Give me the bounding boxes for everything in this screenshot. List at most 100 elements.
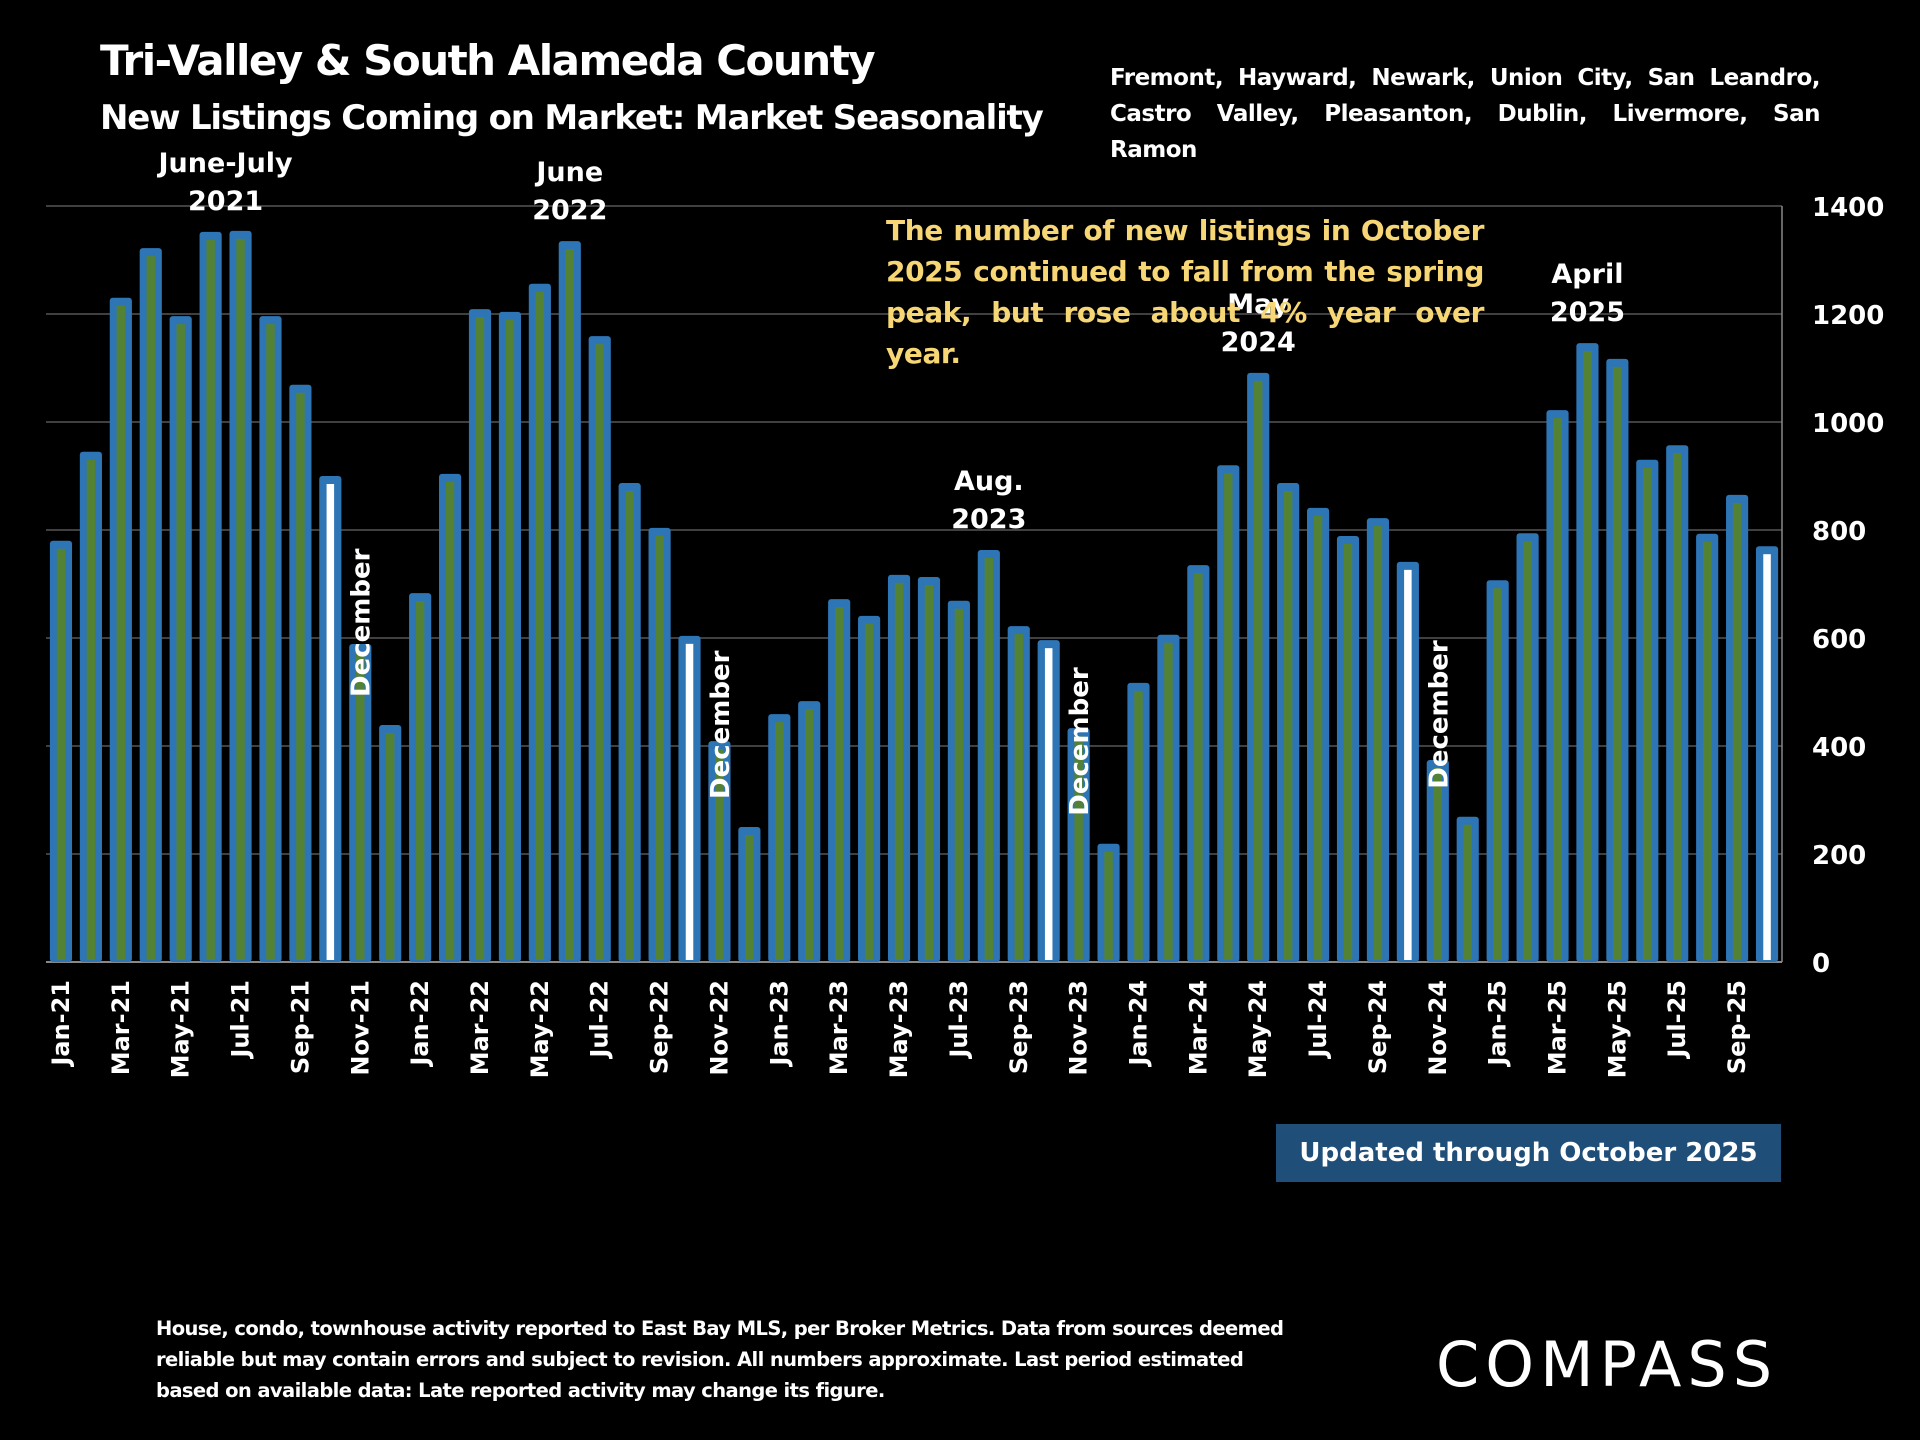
- bar-fill-Aug-21: [266, 324, 275, 960]
- bar-fill-Feb-25: [1523, 541, 1532, 960]
- bar-fill-Jul-23: [954, 608, 964, 960]
- bar-fill-May-25: [1613, 366, 1622, 960]
- x-tick-label: Jan-21: [47, 980, 75, 1068]
- bar-fill-Jan-21: [56, 548, 66, 960]
- bar-fill-Dec-24: [1463, 824, 1472, 960]
- peak-annotation: 2024: [1221, 327, 1296, 358]
- bar-fill-Nov-21: [356, 651, 365, 960]
- x-tick-label: Mar-21: [107, 980, 135, 1075]
- y-tick-label: 600: [1812, 625, 1866, 655]
- bar-fill-Jul-21: [236, 238, 245, 961]
- peak-annotation: 2021: [188, 186, 263, 217]
- y-tick-label: 1000: [1812, 409, 1884, 439]
- x-tick-label: Jul-25: [1663, 980, 1691, 1060]
- bar-fill-Jun-22: [565, 249, 575, 961]
- y-tick-label: 200: [1812, 841, 1866, 871]
- bar-fill-Sep-22: [655, 535, 664, 960]
- x-tick-label: Jul-23: [945, 980, 973, 1060]
- x-tick-label: Jul-24: [1304, 980, 1332, 1060]
- bar-fill-Mar-25: [1553, 418, 1562, 960]
- bar-fill-Feb-24: [1164, 642, 1173, 960]
- bar-fill-Apr-23: [864, 623, 874, 960]
- x-tick-label: Jul-22: [586, 980, 614, 1060]
- x-tick-label: May-25: [1603, 980, 1631, 1078]
- bar-fill-Dec-21: [385, 732, 395, 960]
- bar-fill-May-21: [176, 324, 185, 960]
- bar-fill-Feb-22: [445, 481, 455, 960]
- bar-fill-Oct-24: [1404, 569, 1412, 960]
- bar-fill-Jul-22: [595, 344, 604, 960]
- bar-fill-Dec-22: [745, 835, 754, 960]
- x-tick-label: Sep-23: [1005, 980, 1033, 1074]
- bar-fill-Apr-24: [1224, 473, 1233, 960]
- bar-fill-Aug-24: [1343, 543, 1353, 960]
- bar-fill-Jun-21: [206, 239, 215, 961]
- bar-fill-Jan-25: [1493, 588, 1502, 960]
- y-tick-label: 1200: [1812, 301, 1884, 331]
- bar-fill-Jan-22: [415, 601, 425, 960]
- bar-fill-Jun-25: [1643, 467, 1652, 960]
- bar-fill-Nov-23: [1074, 736, 1083, 960]
- callout-annotation: The number of new listings in October 20…: [886, 214, 1484, 370]
- bar-fill-Sep-25: [1732, 502, 1742, 960]
- bar-fill-Oct-21: [326, 484, 335, 960]
- bar-chart: 0 200 400 600 800 1000 1200 1400 Jan-21 Mar-21 May…: [46, 148, 1884, 1078]
- y-tick-label: 400: [1812, 733, 1866, 763]
- peak-annotation: May: [1227, 289, 1289, 320]
- x-tick-label: Mar-24: [1184, 980, 1212, 1075]
- bar-fill-Dec-23: [1104, 851, 1113, 960]
- cities-list: Fremont, Hayward, Newark, Union City, Sa…: [1110, 65, 1821, 163]
- x-tick-label: Jan-24: [1124, 980, 1152, 1068]
- bar-fill-May-23: [894, 582, 904, 960]
- x-tick-label: May-23: [885, 980, 913, 1078]
- x-tick-label: Jul-21: [227, 980, 255, 1060]
- x-tick-label: May-22: [526, 980, 554, 1078]
- x-tick-label: Jan-22: [406, 980, 434, 1068]
- bar-fill-Apr-21: [146, 256, 155, 960]
- peak-annotation: April: [1551, 259, 1623, 290]
- bar-fill-Sep-21: [296, 392, 305, 960]
- x-tick-label: May-24: [1244, 980, 1272, 1078]
- x-tick-label: Nov-21: [346, 980, 374, 1076]
- bar-fill-Jun-24: [1283, 491, 1293, 960]
- bar-fill-Oct-23: [1044, 648, 1053, 960]
- bar-fill-Jul-25: [1673, 453, 1682, 960]
- peak-annotation: 2022: [532, 195, 607, 226]
- bar-fill-Oct-25: [1763, 554, 1771, 960]
- bar-fill-Nov-22: [715, 749, 724, 960]
- bar-fill-Mar-22: [475, 317, 485, 960]
- bar-fill-Jan-24: [1134, 690, 1143, 960]
- bar-fill-Feb-21: [86, 459, 96, 960]
- bar-fill-Jul-24: [1313, 515, 1323, 960]
- bar-fill-Sep-23: [1014, 634, 1023, 960]
- bar-fill-Sep-24: [1373, 526, 1383, 960]
- bar-fill-Mar-24: [1194, 573, 1203, 960]
- compass-logo: COMPASS: [1436, 1328, 1779, 1401]
- x-tick-label: Mar-25: [1544, 980, 1572, 1075]
- december-annotation: December: [706, 650, 736, 799]
- bar-fill-Jun-23: [924, 584, 934, 960]
- y-tick-label: 800: [1812, 517, 1866, 547]
- x-tick-label: Sep-24: [1364, 980, 1392, 1074]
- x-tick-label: Nov-22: [705, 980, 733, 1076]
- x-tick-label: Jan-25: [1484, 980, 1512, 1068]
- updated-banner: Updated through October 2025: [1276, 1124, 1781, 1182]
- x-tick-label: Nov-24: [1424, 980, 1452, 1076]
- bar-fill-May-22: [535, 291, 545, 960]
- peak-annotation: Aug.: [954, 466, 1024, 497]
- bar-fill-Feb-23: [805, 709, 814, 960]
- x-tick-label: Jan-23: [765, 980, 793, 1068]
- x-tick-label: Nov-23: [1065, 980, 1093, 1076]
- chart-subtitle: New Listings Coming on Market: Market Se…: [100, 98, 1044, 138]
- bar-fill-Mar-23: [834, 607, 844, 960]
- bar-fill-May-24: [1253, 380, 1263, 960]
- x-tick-label: Sep-21: [286, 980, 314, 1074]
- x-tick-label: Mar-22: [466, 980, 494, 1075]
- x-tick-label: Sep-22: [646, 980, 674, 1074]
- footnote: House, condo, townhouse activity reporte…: [156, 1317, 1284, 1402]
- peak-annotation: 2023: [951, 504, 1026, 535]
- peak-annotation: June: [534, 157, 603, 188]
- december-annotation: December: [1065, 667, 1095, 816]
- bar-fill-Aug-22: [625, 491, 634, 960]
- x-tick-label: Sep-25: [1723, 980, 1751, 1074]
